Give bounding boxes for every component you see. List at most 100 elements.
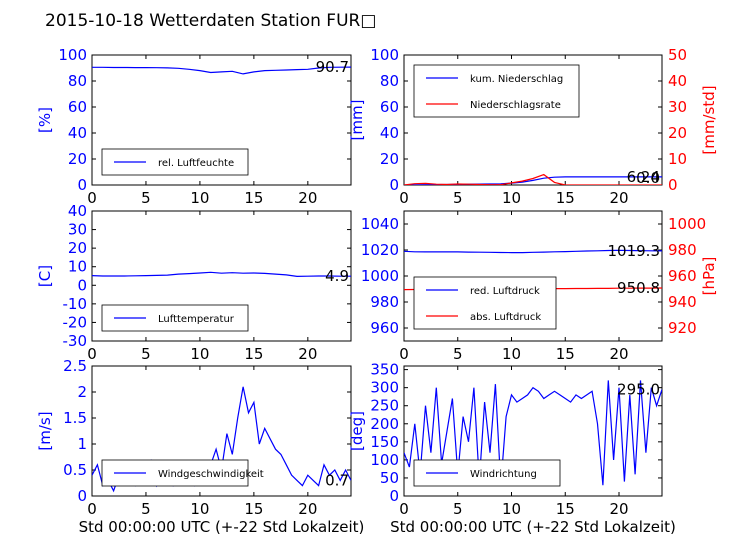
x-tick-label: 20 (298, 189, 317, 207)
y-tick-label: 0.5 (63, 461, 87, 479)
legend-box (413, 64, 580, 118)
legend: kum. Niederschlag Niederschlagsrate (413, 64, 580, 118)
x-tick-label: 0 (87, 189, 97, 207)
legend-entry: abs. Luftdruck (470, 312, 541, 323)
y-tick-label: 50 (380, 469, 399, 487)
series-line-rel-luftfeuchte (92, 66, 351, 75)
legend-entry: Windrichtung (470, 469, 537, 480)
y-tick-label: 80 (380, 72, 399, 90)
x-tick-label: 20 (609, 345, 628, 363)
latest-value-label: 6.24 (627, 168, 660, 186)
y-tick-label: 350 (370, 361, 399, 379)
y2-tick-label: 20 (668, 124, 687, 142)
y-tick-label: 200 (370, 415, 399, 433)
y-tick-label: 0 (77, 487, 87, 505)
x-tick-label: 0 (399, 189, 409, 207)
legend: rel. Luftfeuchte (101, 148, 249, 176)
y-tick-label: 2.5 (63, 357, 87, 375)
latest-value-label: 0.7 (325, 471, 349, 489)
legend-box (413, 276, 557, 330)
y-tick-label: -30 (63, 332, 88, 350)
latest-value-label: 4.9 (325, 267, 349, 285)
y-tick-label: 1020 (361, 241, 399, 259)
y-tick-label: 1040 (361, 215, 399, 233)
series-line-windrichtung (404, 380, 662, 486)
legend: Windgeschwindigkeit (101, 459, 264, 487)
y2-axis-label: [hPa] (700, 257, 718, 296)
series-line-niederschlagsrate (404, 173, 662, 185)
x-tick-label: 10 (502, 500, 521, 518)
panel-temperature: 0 5 10 15 20-30-20-10010203040[C]Lufttempera… (36, 202, 352, 363)
y-tick-label: 2 (77, 383, 87, 401)
panel-windspeed: 0 5 10 15 20 0 0.5 1 1.5 2 2.5 [m/s] Std 00:00:00 UT… (36, 357, 364, 536)
y2-tick-label: 960 (668, 267, 697, 285)
y-tick-label: 1.5 (63, 409, 87, 427)
y2-tick-label: 40 (668, 72, 687, 90)
y2-tick-label: 980 (668, 241, 697, 259)
latest-value-label: 1019.3 (608, 242, 661, 260)
y2-tick-label: 0 (668, 176, 678, 194)
legend-entry: kum. Niederschlag (470, 74, 563, 85)
y-tick-label: 100 (370, 451, 399, 469)
y-tick-label: 0 (389, 176, 399, 194)
x-tick-label: 10 (190, 500, 209, 518)
x-tick-label: 10 (190, 189, 209, 207)
y-tick-label: 1 (77, 435, 87, 453)
legend: Lufttemperatur (101, 304, 249, 332)
y-axis-label: [%] (36, 107, 54, 133)
x-tick-label: 0 (87, 500, 97, 518)
y-tick-label: 150 (370, 433, 399, 451)
y2-tick-label: 920 (668, 319, 697, 337)
x-tick-label: 15 (244, 345, 263, 363)
y2-tick-label: 30 (668, 98, 687, 116)
legend-entry: rel. Luftfeuchte (158, 158, 234, 169)
y2-tick-label: 10 (668, 150, 687, 168)
legend: red. Luftdruck abs. Luftdruck (413, 276, 557, 330)
y-tick-label: 40 (380, 124, 399, 142)
panel-precipitation: 0 5 10 15 20 0 20 40 60 80 100 0 10 20 30 40 50 [mm] [mm/s… (348, 46, 718, 207)
x-tick-label: 10 (190, 345, 209, 363)
x-tick-label: 15 (556, 345, 575, 363)
x-tick-label: 5 (453, 189, 463, 207)
y2-tick-label: 1000 (668, 215, 706, 233)
latest-value-label: 90.7 (316, 58, 349, 76)
x-tick-label: 10 (502, 189, 521, 207)
legend-entry: Windgeschwindigkeit (158, 469, 264, 480)
x-axis-label: Std 00:00:00 UTC (+-22 Std Lokalzeit) (79, 518, 365, 536)
y-axis-label: [C] (36, 265, 54, 287)
y-tick-label: 300 (370, 379, 399, 397)
x-tick-label: 15 (244, 500, 263, 518)
x-tick-label: 0 (399, 500, 409, 518)
y-tick-label: 20 (68, 239, 87, 257)
y-tick-label: 20 (68, 150, 87, 168)
y-tick-label: 0 (389, 487, 399, 505)
latest-value-label: 295.0 (617, 380, 660, 398)
legend-box (101, 148, 249, 176)
y-tick-label: 980 (370, 293, 399, 311)
x-tick-label: 10 (502, 345, 521, 363)
y-tick-label: -20 (63, 313, 88, 331)
x-tick-label: 5 (141, 189, 151, 207)
x-tick-label: 20 (609, 189, 628, 207)
y-tick-label: 40 (68, 124, 87, 142)
legend-entry: Niederschlagsrate (470, 100, 561, 111)
x-tick-label: 20 (609, 500, 628, 518)
y-tick-label: 30 (68, 221, 87, 239)
legend-entry: red. Luftdruck (470, 286, 540, 297)
latest-value-label-2: 0.0 (636, 169, 660, 187)
y2-tick-label: 50 (668, 46, 687, 64)
latest-value-label-2: 950.8 (617, 279, 660, 297)
x-tick-label: 5 (141, 500, 151, 518)
y-tick-label: 100 (58, 46, 87, 64)
y-axis-label: [deg] (348, 411, 366, 451)
x-tick-label: 5 (453, 500, 463, 518)
y-axis-label: [m/s] (36, 411, 54, 450)
y2-axis-label: [mm/std] (700, 85, 718, 154)
y-tick-label: 250 (370, 397, 399, 415)
y-tick-label: 10 (68, 258, 87, 276)
y-tick-label: 0 (77, 176, 87, 194)
y-tick-label: 60 (380, 98, 399, 116)
y-tick-label: 80 (68, 72, 87, 90)
